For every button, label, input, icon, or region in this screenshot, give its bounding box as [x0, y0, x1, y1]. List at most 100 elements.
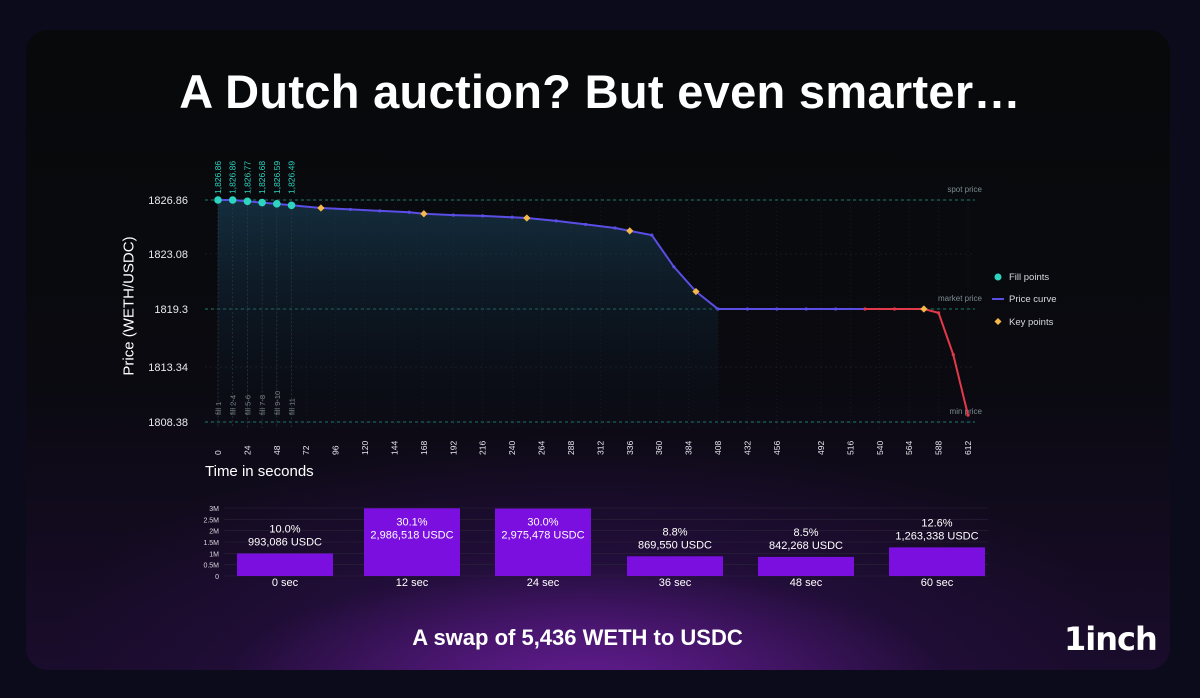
- bar: [889, 547, 985, 576]
- curve-point: [863, 307, 867, 311]
- price-curve-line: [218, 199, 866, 310]
- x-tick-label: 492: [816, 441, 826, 455]
- legend-fill-points: Fill points: [1009, 272, 1050, 283]
- x-tick-label: 96: [331, 445, 341, 455]
- fill-point-value-label: 1,826.86: [213, 161, 223, 194]
- bar-category-label: 48 sec: [790, 577, 823, 589]
- fill-point-value-label: 1,826.86: [228, 161, 238, 194]
- bar-percent-label: 12.6%: [921, 517, 952, 529]
- curve-point: [716, 307, 720, 311]
- key-point-diamond: [523, 214, 531, 222]
- curve-point: [613, 226, 617, 230]
- bar-category-label: 60 sec: [921, 577, 954, 589]
- bar-y-tick-label: 1M: [209, 551, 219, 558]
- bar: [495, 508, 591, 576]
- bar: [237, 553, 333, 576]
- reference-line-label: min price: [950, 407, 983, 416]
- curve-point: [348, 207, 352, 212]
- x-tick-label: 564: [904, 441, 914, 455]
- x-tick-label: 540: [875, 441, 885, 455]
- bar-y-tick-label: 0: [215, 574, 219, 581]
- bar-y-tick-label: 0.5M: [203, 563, 219, 570]
- swap-caption: A swap of 5,436 WETH to USDC: [412, 625, 743, 650]
- x-tick-label: 192: [448, 441, 458, 455]
- curve-point: [672, 265, 676, 269]
- curve-point: [584, 222, 588, 227]
- reference-line-label: spot price: [947, 185, 982, 194]
- fill-point-index-label: fill 11: [288, 398, 297, 415]
- fill-point-value-label: 1,826.59: [272, 161, 282, 194]
- x-tick-label: 120: [360, 441, 370, 455]
- slide-title: A Dutch auction? But even smarter…: [179, 65, 1021, 118]
- fill-point-marker: [243, 197, 252, 206]
- bar-percent-label: 30.0%: [527, 517, 558, 529]
- x-tick-label: 0: [213, 450, 223, 455]
- bar-percent-label: 30.1%: [396, 516, 427, 528]
- x-tick-label: 516: [845, 441, 855, 455]
- y-tick-label: 1808.38: [148, 417, 188, 429]
- bar-y-tick-label: 1.5M: [203, 540, 219, 547]
- y-axis-label: Price (WETH/USDC): [120, 236, 138, 376]
- x-tick-label: 264: [537, 441, 547, 455]
- curve-point: [951, 353, 955, 357]
- bar-category-label: 36 sec: [659, 577, 692, 589]
- curve-area-fill: [218, 200, 718, 428]
- key-point-diamond: [420, 210, 428, 218]
- x-tick-label: 588: [934, 441, 944, 455]
- x-axis-label: Time in seconds: [205, 463, 314, 480]
- x-tick-label: 384: [684, 441, 694, 455]
- curve-point: [775, 307, 779, 311]
- fill-point-value-label: 1,826.77: [242, 161, 252, 194]
- y-tick-label: 1823.08: [148, 249, 188, 261]
- fill-point-marker: [214, 196, 222, 204]
- fill-point-value-label: 1,826.49: [287, 161, 297, 194]
- curve-point: [510, 215, 514, 219]
- x-tick-label: 456: [772, 441, 782, 455]
- bar-category-label: 12 sec: [396, 577, 429, 589]
- x-tick-label: 168: [419, 441, 429, 455]
- curve-point: [451, 213, 455, 217]
- bar-value-label: 869,550 USDC: [638, 539, 712, 551]
- x-tick-label: 408: [713, 441, 723, 455]
- x-tick-label: 336: [625, 441, 635, 455]
- fill-point-marker: [273, 200, 281, 208]
- fill-point-value-label: 1,826.68: [257, 161, 267, 194]
- x-tick-label: 24: [242, 445, 252, 455]
- fill-point-marker: [258, 198, 266, 207]
- curve-point: [650, 233, 654, 237]
- fill-point-index-label: fill 5-6: [243, 395, 252, 415]
- bar-value-label: 2,986,518 USDC: [370, 529, 453, 541]
- price-curve-tail-line: [865, 308, 969, 416]
- bar-percent-label: 8.8%: [662, 526, 687, 538]
- legend-fill-points-marker: [994, 273, 1002, 281]
- fill-point-marker: [228, 196, 237, 204]
- x-tick-label: 432: [742, 441, 752, 455]
- bar: [627, 556, 723, 576]
- x-tick-label: 72: [301, 445, 311, 455]
- fill-point-marker: [287, 201, 296, 210]
- bar-percent-label: 10.0%: [269, 523, 300, 535]
- y-tick-label: 1819.3: [154, 304, 188, 316]
- curve-point: [966, 413, 970, 417]
- bar-y-tick-label: 2M: [209, 529, 219, 536]
- bar-value-label: 993,086 USDC: [248, 536, 322, 548]
- curve-point: [554, 219, 558, 223]
- bar-value-label: 2,975,478 USDC: [501, 530, 584, 542]
- fill-point-index-label: fill 9-10: [273, 391, 282, 415]
- y-tick-label: 1813.34: [148, 362, 188, 374]
- bar-y-tick-label: 3M: [209, 506, 219, 513]
- legend-price-curve: Price curve: [1009, 294, 1057, 305]
- bar-value-label: 1,263,338 USDC: [895, 530, 978, 542]
- reference-line-label: market price: [938, 294, 983, 303]
- curve-point: [481, 214, 485, 218]
- fill-point-index-label: fill 1: [214, 402, 223, 415]
- curve-point: [834, 307, 838, 311]
- bar-category-label: 24 sec: [527, 577, 560, 589]
- curve-point: [804, 307, 808, 311]
- legend-key-points-marker: [994, 318, 1002, 325]
- fill-point-index-label: fill 2-4: [229, 395, 238, 415]
- curve-point: [378, 209, 382, 213]
- legend-key-points: Key points: [1009, 317, 1054, 328]
- x-tick-label: 216: [478, 441, 488, 455]
